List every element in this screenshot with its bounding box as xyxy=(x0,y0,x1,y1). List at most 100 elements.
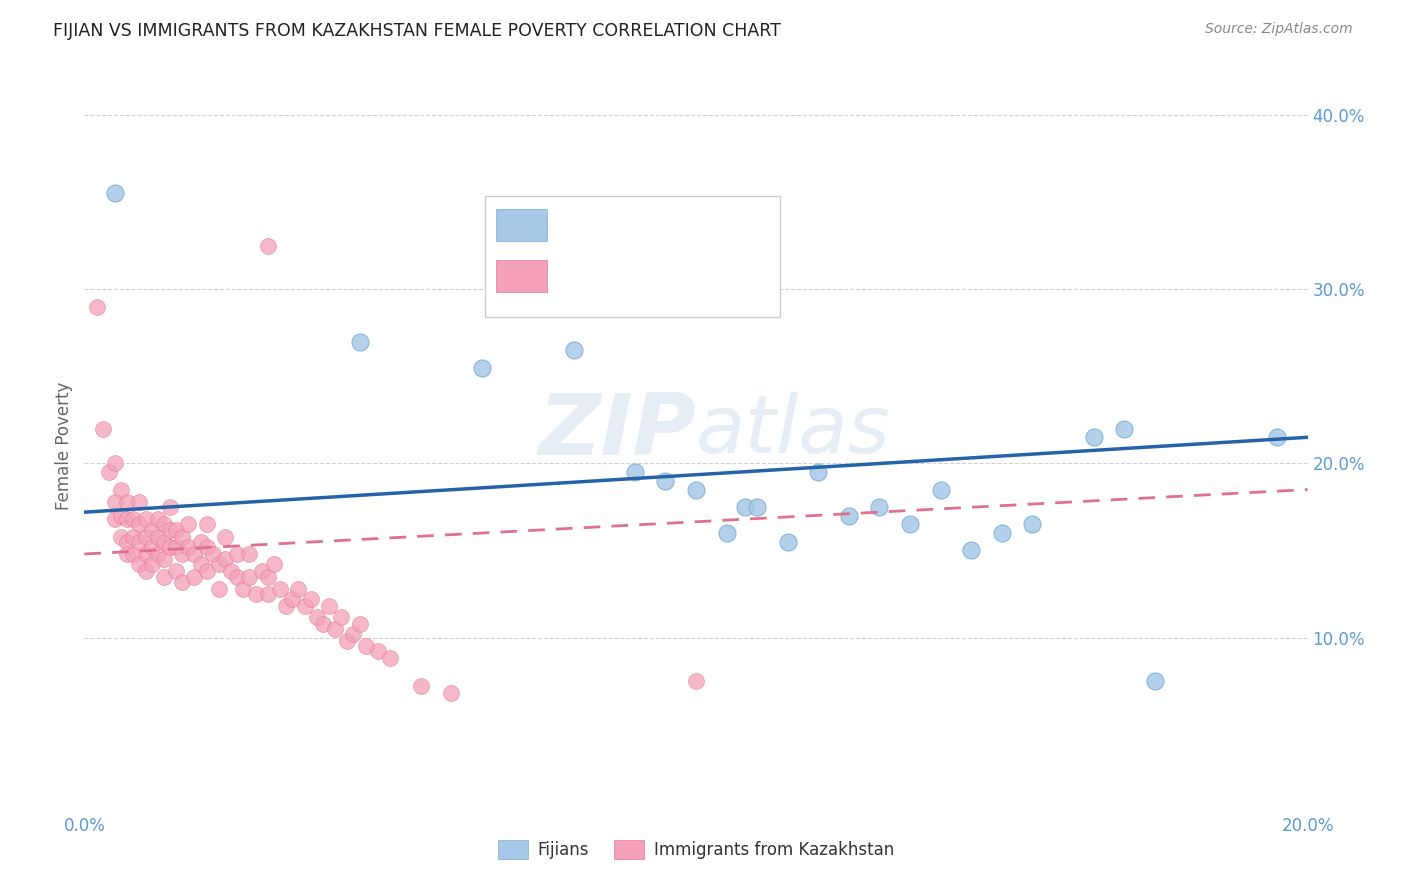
Point xyxy=(86,300,108,314)
Point xyxy=(190,534,212,549)
Point xyxy=(409,679,432,693)
Point xyxy=(165,523,187,537)
Point xyxy=(91,421,114,435)
Point xyxy=(734,500,756,514)
Point xyxy=(1143,674,1166,689)
Point xyxy=(177,540,200,554)
Point xyxy=(122,512,145,526)
Point xyxy=(226,547,249,561)
Point xyxy=(141,540,163,554)
Text: atlas: atlas xyxy=(696,392,891,470)
Point xyxy=(898,517,921,532)
Point xyxy=(146,547,169,561)
Point xyxy=(349,334,371,349)
Point xyxy=(115,494,138,508)
Point xyxy=(294,599,316,614)
Point xyxy=(276,599,298,614)
Point xyxy=(214,552,236,566)
Point xyxy=(654,474,676,488)
Point xyxy=(115,534,138,549)
Point xyxy=(146,512,169,526)
Point xyxy=(159,500,181,514)
Point xyxy=(330,609,353,624)
Point xyxy=(128,534,150,549)
Point xyxy=(214,530,236,544)
Point xyxy=(165,540,187,554)
Point xyxy=(195,517,218,532)
Point xyxy=(172,574,194,589)
Point xyxy=(104,457,127,471)
Point xyxy=(232,582,254,596)
Point xyxy=(165,565,187,579)
Point xyxy=(1114,421,1136,435)
Point xyxy=(153,517,176,532)
Point xyxy=(336,634,359,648)
Point xyxy=(177,517,200,532)
Text: ZIP: ZIP xyxy=(538,390,696,473)
Point xyxy=(342,627,364,641)
Point xyxy=(318,599,340,614)
Point xyxy=(135,530,157,544)
Point xyxy=(776,534,799,549)
Point xyxy=(172,547,194,561)
Point xyxy=(104,494,127,508)
Point xyxy=(747,500,769,514)
Point xyxy=(159,540,181,554)
Point xyxy=(115,512,138,526)
Point xyxy=(159,523,181,537)
Point xyxy=(1021,517,1043,532)
Point xyxy=(312,616,335,631)
Legend: Fijians, Immigrants from Kazakhstan: Fijians, Immigrants from Kazakhstan xyxy=(491,833,901,865)
Point xyxy=(624,465,647,479)
Text: Source: ZipAtlas.com: Source: ZipAtlas.com xyxy=(1205,22,1353,37)
Point xyxy=(287,582,309,596)
Point xyxy=(135,512,157,526)
Point xyxy=(281,592,304,607)
Point xyxy=(195,565,218,579)
Point xyxy=(869,500,891,514)
Point xyxy=(263,558,285,572)
Point xyxy=(128,494,150,508)
Point xyxy=(110,530,132,544)
Point xyxy=(716,526,738,541)
Point xyxy=(135,547,157,561)
Point xyxy=(128,517,150,532)
Point xyxy=(685,674,707,689)
Point xyxy=(201,547,224,561)
Point xyxy=(305,609,328,624)
Y-axis label: Female Poverty: Female Poverty xyxy=(55,382,73,510)
Point xyxy=(141,523,163,537)
Point xyxy=(110,483,132,497)
Point xyxy=(135,565,157,579)
Point xyxy=(838,508,860,523)
Point xyxy=(807,465,830,479)
Text: FIJIAN VS IMMIGRANTS FROM KAZAKHSTAN FEMALE POVERTY CORRELATION CHART: FIJIAN VS IMMIGRANTS FROM KAZAKHSTAN FEM… xyxy=(53,22,782,40)
Point xyxy=(122,530,145,544)
Point xyxy=(153,534,176,549)
Point xyxy=(349,616,371,631)
Point xyxy=(104,512,127,526)
Point xyxy=(471,360,494,375)
Point xyxy=(1083,430,1105,444)
Point xyxy=(141,558,163,572)
Text: R =  0.059   N = 86: R = 0.059 N = 86 xyxy=(555,267,731,285)
Point xyxy=(323,622,346,636)
Point xyxy=(367,644,389,658)
Point xyxy=(226,569,249,583)
Point xyxy=(380,651,402,665)
Point xyxy=(97,465,120,479)
Point xyxy=(257,569,280,583)
Point xyxy=(190,558,212,572)
Point xyxy=(991,526,1014,541)
Point xyxy=(238,569,260,583)
Point xyxy=(110,508,132,523)
Point xyxy=(183,569,205,583)
Point xyxy=(183,547,205,561)
Point xyxy=(257,238,280,252)
Point xyxy=(257,587,280,601)
Point xyxy=(128,558,150,572)
Point xyxy=(929,483,952,497)
Point xyxy=(172,530,194,544)
Text: R =  0.168   N = 23: R = 0.168 N = 23 xyxy=(555,216,731,234)
Point xyxy=(238,547,260,561)
